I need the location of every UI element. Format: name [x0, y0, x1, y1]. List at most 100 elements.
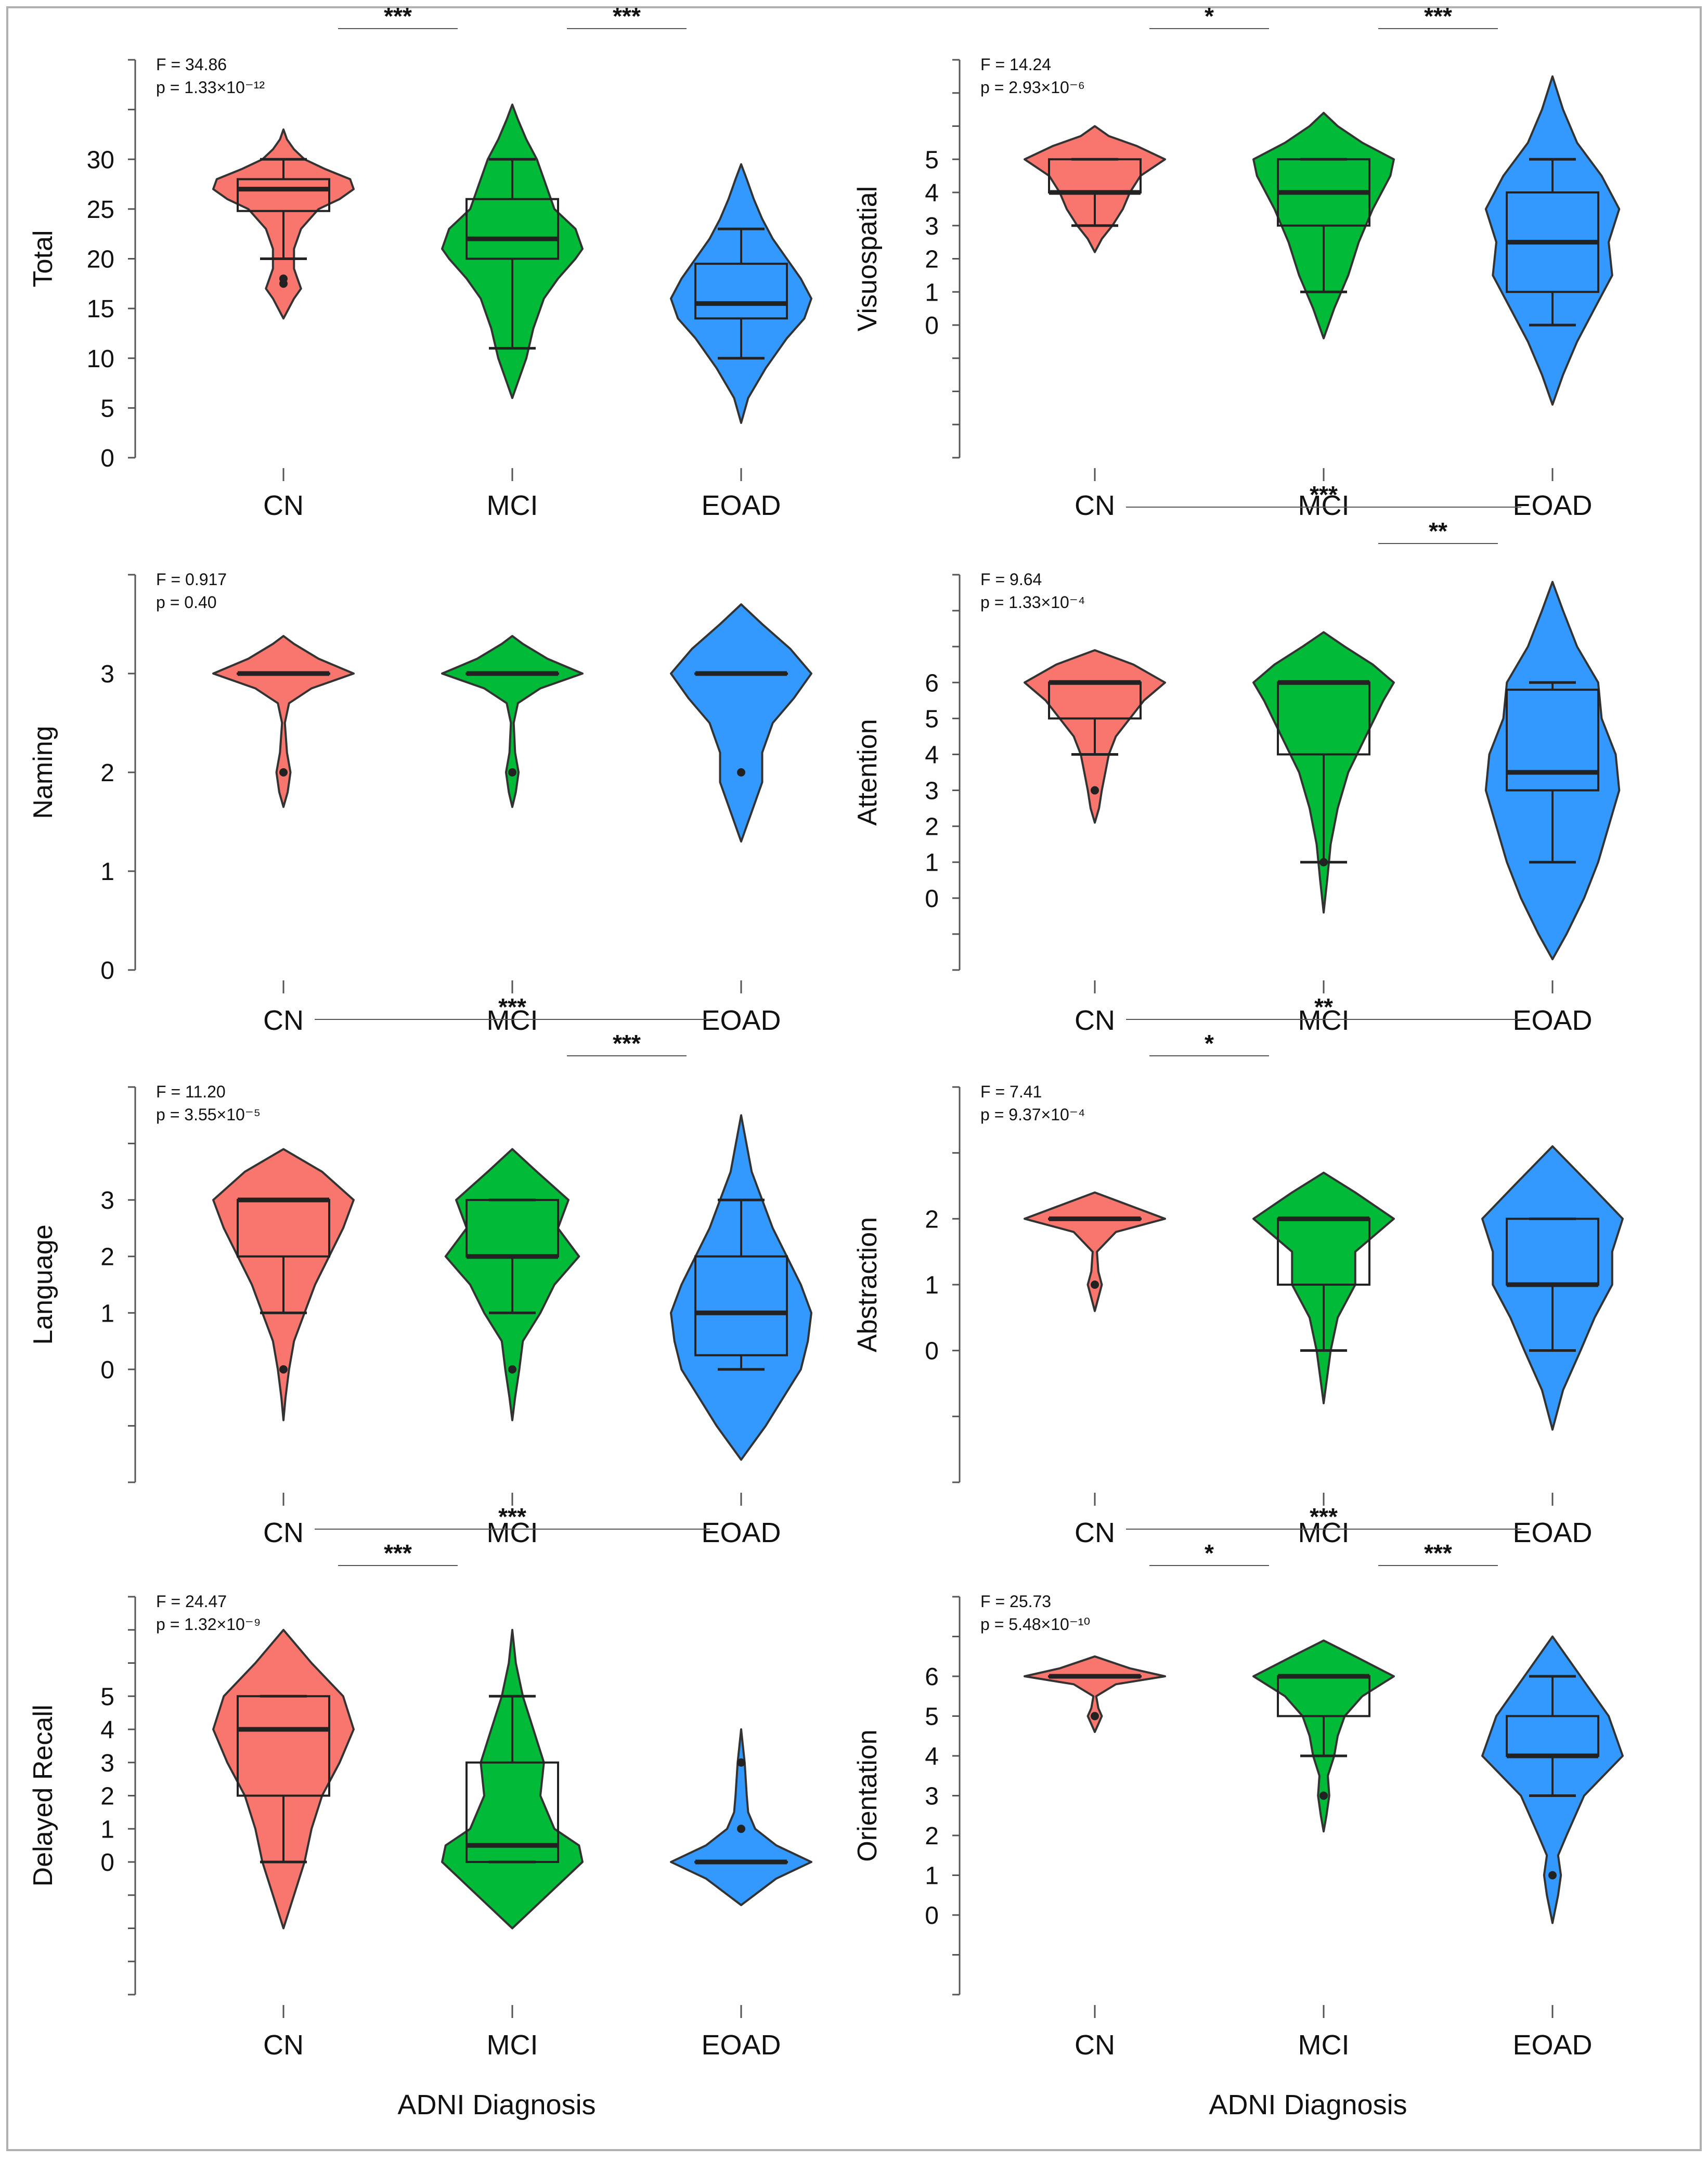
- box-eoad: [694, 1255, 788, 1356]
- y-tick-label: 5: [925, 705, 939, 733]
- y-tick-label: 4: [100, 1716, 114, 1744]
- box-cn: [237, 1695, 330, 1797]
- x-tick-label-cn: CN: [1075, 490, 1115, 521]
- y-tick-label: 5: [100, 395, 114, 422]
- box-eoad: [1506, 689, 1599, 792]
- significance-label: ***: [498, 1503, 526, 1530]
- y-tick-label: 5: [925, 146, 939, 174]
- y-tick-label: 1: [925, 1272, 939, 1299]
- violin-cn: [212, 635, 355, 808]
- chart-panel-abstraction: 0 1 2 Abstraction F = 7.41 p = 9.37×10⁻⁴ CN MCI…: [852, 993, 1624, 1548]
- chart-panel-language: 0 1 2 3 Language F = 11.20 p = 3.55×10⁻⁵ CN MCI E…: [28, 993, 812, 1548]
- stat-p-value: p = 5.48×10⁻¹⁰: [980, 1615, 1090, 1634]
- stat-f-value: F = 24.47: [156, 1592, 227, 1611]
- x-tick-label-cn: CN: [1075, 1517, 1115, 1548]
- violin-mci: [441, 104, 584, 399]
- y-tick-label: 6: [925, 669, 939, 697]
- box-eoad: [694, 263, 788, 320]
- violin-mci: [441, 1628, 584, 1930]
- x-tick-label-mci: MCI: [1298, 2029, 1350, 2061]
- stat-f-value: F = 0.917: [156, 570, 227, 589]
- stat-f-value: F = 11.20: [156, 1082, 226, 1101]
- x-axis-label: ADNI Diagnosis: [1209, 2089, 1407, 2120]
- stat-f-value: F = 14.24: [980, 55, 1051, 74]
- x-tick-label-mci: MCI: [487, 490, 538, 521]
- chart-panel-total: 0 5 10 15 20 25 30 Total F = 34.86 p = 1.33×10⁻¹²…: [28, 3, 812, 521]
- outlier-point: [1091, 1281, 1099, 1289]
- x-tick-label-mci: MCI: [1298, 490, 1350, 521]
- x-tick-label-eoad: EOAD: [1512, 2029, 1592, 2061]
- outlier-point: [737, 1758, 745, 1767]
- box-cn: [237, 178, 330, 212]
- significance-label: *: [1205, 1030, 1214, 1057]
- significance-label: ***: [384, 3, 412, 30]
- y-tick-label: 0: [925, 1902, 939, 1930]
- outlier-point: [508, 768, 516, 777]
- stat-f-value: F = 25.73: [980, 1592, 1051, 1611]
- y-tick-label: 2: [925, 813, 939, 841]
- y-axis-label: Visuospatial: [852, 186, 883, 331]
- significance-label: ***: [1310, 481, 1338, 508]
- y-tick-label: 0: [100, 445, 114, 472]
- violin-cn: [212, 1628, 355, 1930]
- significance-label: ***: [1424, 3, 1452, 30]
- box-mci: [465, 198, 559, 260]
- x-tick-label-cn: CN: [1075, 2029, 1115, 2061]
- x-tick-label-mci: MCI: [487, 1517, 538, 1548]
- y-axis-label: Total: [28, 230, 58, 288]
- y-axis-label: Delayed Recall: [28, 1705, 58, 1887]
- y-axis-label: Language: [28, 1224, 58, 1344]
- stat-p-value: p = 3.55×10⁻⁵: [156, 1105, 261, 1124]
- x-tick-label-eoad: EOAD: [701, 1517, 781, 1548]
- significance-label: ***: [1424, 1540, 1452, 1567]
- y-tick-label: 4: [925, 1743, 939, 1770]
- violin-cn: [1024, 1191, 1166, 1312]
- y-axis-label: Orientation: [852, 1729, 883, 1861]
- y-tick-label: 1: [925, 849, 939, 877]
- stat-p-value: p = 1.33×10⁻⁴: [980, 593, 1085, 612]
- y-tick-label: 3: [100, 661, 114, 688]
- x-tick-label-cn: CN: [263, 2029, 304, 2061]
- y-tick-label: 0: [100, 1849, 114, 1877]
- violin-eoad: [670, 603, 812, 843]
- stat-p-value: p = 1.33×10⁻¹²: [156, 78, 265, 97]
- y-tick-label: 2: [100, 759, 114, 787]
- outlier-point: [508, 1365, 516, 1374]
- y-tick-label: 1: [100, 1300, 114, 1327]
- violin-cn: [1024, 125, 1166, 253]
- chart-panel-orientation: 0 1 2 3 4 5 6 Orientation F = 25.73 p = 5.48×10⁻¹…: [852, 1503, 1624, 2120]
- y-tick-label: 15: [87, 295, 114, 323]
- y-tick-label: 0: [100, 957, 114, 985]
- y-tick-label: 2: [925, 246, 939, 274]
- y-tick-label: 3: [100, 1187, 114, 1214]
- x-tick-label-eoad: EOAD: [1512, 1517, 1592, 1548]
- violin-eoad: [670, 163, 812, 424]
- y-tick-label: 6: [925, 1663, 939, 1691]
- stat-f-value: F = 9.64: [980, 570, 1042, 589]
- significance-label: **: [1429, 518, 1447, 545]
- x-tick-label-eoad: EOAD: [701, 490, 781, 521]
- y-tick-label: 1: [925, 1862, 939, 1890]
- x-axis-label: ADNI Diagnosis: [397, 2089, 596, 2120]
- outlier-point: [737, 768, 745, 777]
- stat-f-value: F = 34.86: [156, 55, 227, 74]
- outlier-point: [1091, 1712, 1099, 1721]
- y-tick-label: 2: [100, 1244, 114, 1271]
- outlier-point: [1319, 858, 1328, 866]
- y-axis-label: Naming: [28, 726, 58, 819]
- chart-panel-delayed-recall: 0 1 2 3 4 5 Delayed Recall F = 24.47 p = 1.32×10…: [28, 1503, 812, 2120]
- chart-panel-visuospatial: 0 1 2 3 4 5 Visuospatial F = 14.24 p = 2.93×10⁻⁶…: [852, 3, 1621, 521]
- x-tick-label-eoad: EOAD: [1512, 1005, 1592, 1036]
- stat-p-value: p = 2.93×10⁻⁶: [980, 78, 1085, 97]
- outlier-point: [1091, 786, 1099, 795]
- x-tick-label-cn: CN: [263, 1517, 304, 1548]
- x-tick-label-mci: MCI: [1298, 1005, 1350, 1036]
- x-tick-label-mci: MCI: [487, 2029, 538, 2061]
- significance-label: ***: [613, 1030, 641, 1057]
- y-tick-label: 3: [100, 1750, 114, 1777]
- violin-mci: [441, 635, 584, 808]
- y-tick-label: 1: [100, 858, 114, 886]
- y-tick-label: 2: [925, 1822, 939, 1850]
- y-tick-label: 4: [925, 741, 939, 769]
- x-tick-label-eoad: EOAD: [701, 1005, 781, 1036]
